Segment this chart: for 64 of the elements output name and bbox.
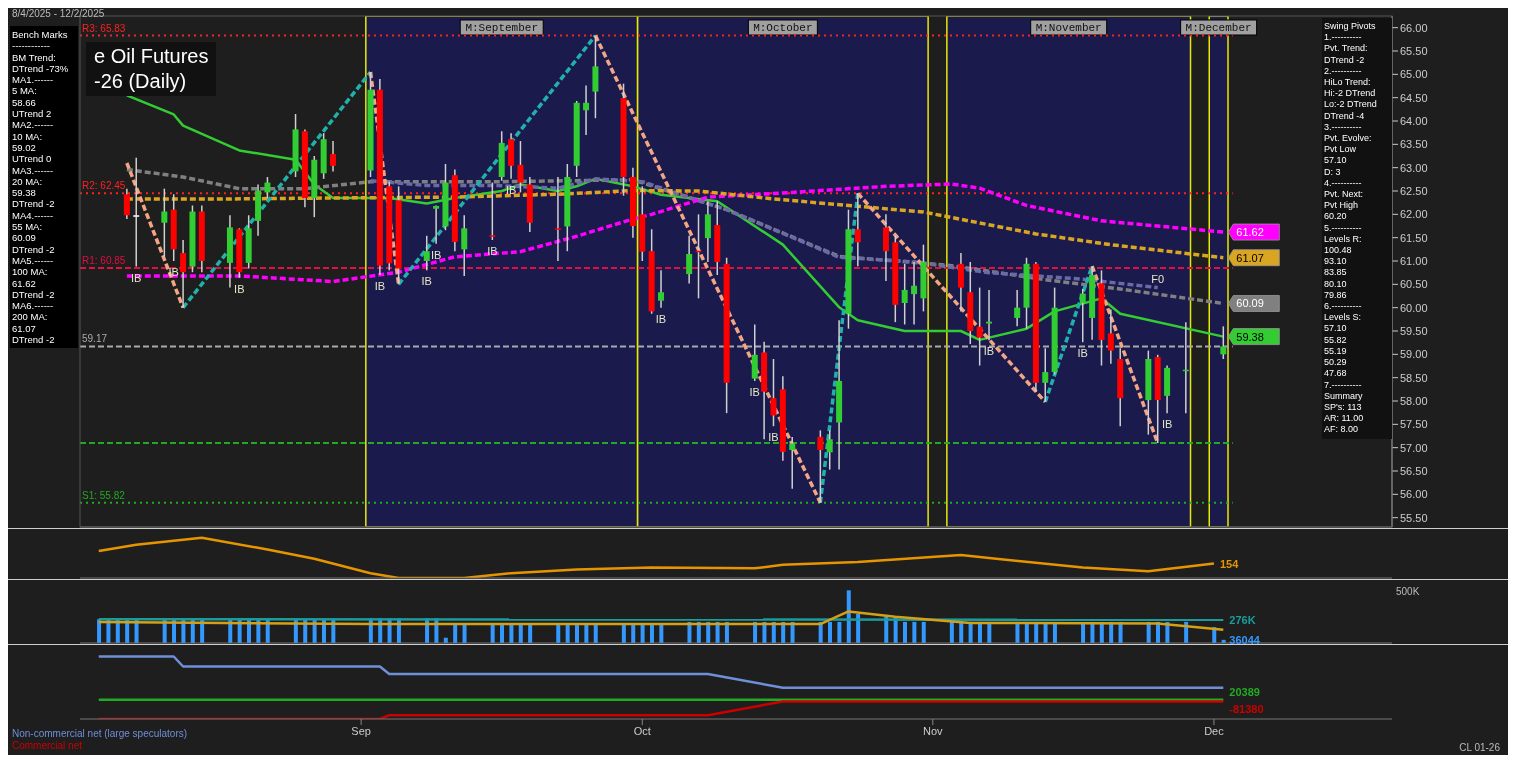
annotation: IB [374,280,386,292]
ref-line-label: R3: 65.83 [82,22,126,34]
annotation: 8/4/2025 - 12/2/2025 [12,8,105,19]
annotation: 20389 [1229,686,1260,699]
y-tick-label: 65.50 [1400,44,1428,57]
text: Swing Pivots 1.---------- Pvt. Trend: DTrend -2 2.---------- HiLo Trend: Hi:-2 DTrend Lo:-2 DTrend DTrend -4 3.---------- Pvt. Evolve: Pvt Low 57.10 D: 3 4.---------- Pvt. Next: Pvt High 60.20 5.---------- Levels R: 100.48 93.10 83.85 80.10 79.86 6.---------- Levels S: 57.10 55.82 55.19 50.29 47.68 7.---------- Summary SP's: 113 AR: 11.00 AF: 8.00 [1324,21,1377,435]
x-tick-label: Sep [351,724,371,737]
text: e Oil Futures [94,44,209,69]
y-tick-label: 64.00 [1400,114,1428,127]
annotation: 36044 [1229,633,1261,646]
y-tick-label: 58.00 [1400,394,1428,407]
y-tick-label: 59.50 [1400,324,1428,337]
annotation: 276K [1229,613,1256,626]
data-label: 60.09 [1236,297,1264,310]
text: CL 01-26 [1459,742,1500,753]
band-label: M:September [465,22,539,34]
ref-line-label: 59.17 [82,333,108,345]
annotation: IB [768,431,779,444]
y-tick-label: 66.00 [1400,21,1428,34]
annotation: IB [749,385,760,398]
text: Bench Marks ------------ BM Trend: DTrend -73% MA1.------ 5 MA: 58.66 UTrend 2 MA2.------ 10 MA: 59.02 UTrend 0 MA3.------ 20 MA: 59.38 DTrend -2 MA4.------ 55 MA: 60.09 DTrend -2 MA5.------ 100 MA: 61.62 DTrend -2 MA6.------ 200 MA: 61.07 DTrend -2 [12,29,69,346]
ref-line-label: R2: 62.45 [82,180,126,192]
x-tick-label: Oct [633,724,651,737]
annotation: IB [421,275,432,288]
y-tick-label: 57.00 [1400,441,1428,454]
data-label: 61.07 [1236,251,1264,264]
y-tick-label: 56.50 [1400,464,1428,477]
text: -26 (Daily) [94,69,188,94]
y-tick-label: 63.50 [1400,138,1428,151]
annotation: IB [655,312,667,325]
annotation: IB [430,248,442,261]
band-label: M:December [1185,22,1252,34]
x-tick-label: Nov [923,724,944,737]
annotation: -81380 [1229,703,1264,716]
y-tick-label: 64.50 [1400,91,1428,104]
y-tick-label: 63.00 [1400,161,1428,174]
y-tick-label: 61.00 [1400,254,1428,267]
y-tick-label: 56.00 [1400,488,1428,501]
y-tick-label: 60.50 [1400,278,1428,291]
y-tick-label: 60.00 [1400,301,1428,314]
annotation: IB [983,345,995,358]
y-tick-label: 62.50 [1400,184,1428,197]
y-tick-label: 65.00 [1400,68,1428,81]
text: Commercial net [12,740,84,752]
annotation: IB [1077,347,1088,360]
annotation: IB [1161,418,1173,431]
ref-line-label: S1: 55.82 [82,489,126,501]
y-tick-label: 59.00 [1400,348,1428,361]
text: Non-commercial net (large speculators) [12,728,188,740]
data-label: 61.62 [1236,226,1264,239]
y-tick-label: 57.50 [1400,418,1428,431]
y-tick-label: 55.50 [1400,511,1428,524]
x-tick-label: Dec [1204,724,1225,737]
annotation: IB [234,282,245,295]
text: 500K [1396,586,1420,597]
band-label: M:October [753,22,813,34]
y-tick-label: 62.00 [1400,208,1428,221]
annotation: F0 [1151,273,1165,285]
band-label: M:November [1035,22,1102,34]
y-tick-label: 61.50 [1400,231,1428,244]
y-tick-label: 58.50 [1400,371,1428,384]
annotation: 154 [1219,557,1240,570]
data-label: 59.38 [1236,330,1264,343]
ref-line-label: R1: 60.85 [82,255,126,266]
